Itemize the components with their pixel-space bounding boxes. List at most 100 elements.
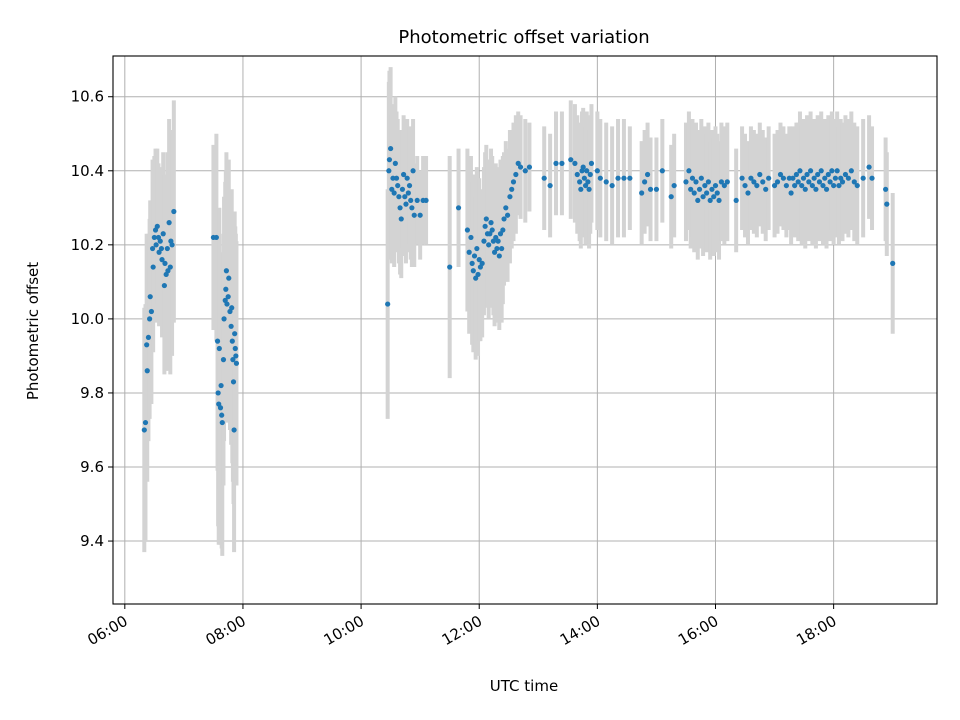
data-point — [147, 316, 153, 322]
data-point — [792, 182, 798, 189]
data-point — [392, 160, 398, 166]
data-point — [455, 205, 462, 211]
data-point — [818, 168, 824, 174]
data-point — [162, 260, 168, 266]
data-point — [766, 175, 772, 181]
data-point — [482, 223, 488, 229]
data-point — [825, 171, 831, 178]
x-tick-label: 12:00 — [439, 612, 485, 649]
plot-frame — [112, 55, 938, 605]
data-point — [568, 157, 574, 163]
data-point — [763, 186, 769, 192]
data-point — [754, 182, 760, 189]
data-point — [578, 186, 584, 192]
data-point — [739, 175, 745, 181]
data-point — [639, 190, 645, 196]
data-point — [799, 182, 805, 189]
data-point — [714, 190, 720, 196]
data-point — [800, 175, 807, 181]
y-tick-label: 10.2 — [71, 236, 104, 254]
data-point — [702, 182, 708, 189]
data-point — [151, 234, 157, 241]
data-point — [693, 179, 699, 185]
data-point — [510, 179, 517, 185]
data-point — [807, 168, 814, 174]
data-point — [688, 186, 694, 192]
data-points — [141, 145, 896, 433]
data-point — [585, 179, 591, 185]
y-tick-label: 10.6 — [71, 88, 104, 106]
data-point — [884, 201, 890, 207]
x-tick-label: 18:00 — [793, 612, 839, 649]
data-point — [832, 175, 839, 181]
data-point — [683, 179, 689, 185]
data-point — [587, 171, 593, 178]
data-point — [219, 412, 225, 418]
data-point — [141, 427, 147, 433]
data-point — [148, 308, 154, 315]
data-point — [507, 194, 513, 200]
data-point — [804, 171, 810, 178]
data-point — [389, 186, 395, 192]
data-point — [476, 257, 482, 263]
data-point — [218, 382, 224, 389]
data-point — [745, 190, 751, 196]
data-point — [153, 242, 159, 248]
data-point — [541, 175, 547, 181]
data-point — [233, 353, 239, 359]
data-point — [405, 190, 411, 196]
data-point — [225, 294, 231, 300]
data-point — [232, 345, 238, 352]
data-point — [404, 175, 410, 181]
data-point — [229, 305, 235, 311]
data-point — [223, 268, 230, 274]
data-point — [802, 186, 808, 192]
data-point — [393, 175, 400, 181]
data-point — [228, 323, 234, 329]
data-point — [160, 231, 166, 237]
data-point — [224, 301, 230, 307]
data-point — [586, 186, 592, 192]
data-point — [230, 357, 236, 363]
data-point — [216, 345, 222, 352]
data-point — [469, 260, 475, 266]
data-point — [157, 238, 163, 244]
data-point — [487, 231, 493, 237]
data-point — [581, 175, 587, 181]
data-point — [797, 168, 803, 174]
data-point — [479, 260, 485, 266]
data-point — [464, 227, 471, 233]
x-axis-label: UTC time — [490, 677, 558, 695]
data-point — [698, 175, 704, 181]
data-point — [816, 179, 823, 185]
data-point — [845, 175, 851, 181]
data-point — [860, 175, 866, 181]
x-tick-label: 14:00 — [557, 612, 603, 649]
data-point — [883, 186, 889, 192]
data-point — [167, 264, 173, 270]
data-point — [700, 194, 706, 200]
data-point — [659, 168, 665, 174]
data-point — [771, 182, 778, 189]
data-point — [403, 201, 409, 207]
data-point — [149, 245, 156, 252]
x-tick-label: 08:00 — [203, 612, 249, 649]
data-point — [704, 190, 710, 196]
data-point — [869, 175, 875, 181]
data-point — [834, 168, 840, 174]
data-point — [496, 253, 502, 259]
data-point — [499, 245, 505, 252]
data-point — [709, 186, 715, 192]
data-point — [388, 145, 394, 152]
data-point — [809, 182, 815, 189]
data-point — [866, 164, 872, 170]
data-point — [774, 179, 781, 185]
data-point — [411, 212, 417, 218]
error-bars — [142, 67, 895, 556]
data-point — [466, 249, 472, 255]
data-point — [842, 171, 849, 178]
data-point — [742, 182, 748, 189]
data-point — [515, 160, 521, 166]
data-point — [417, 212, 423, 218]
data-point — [481, 238, 487, 244]
